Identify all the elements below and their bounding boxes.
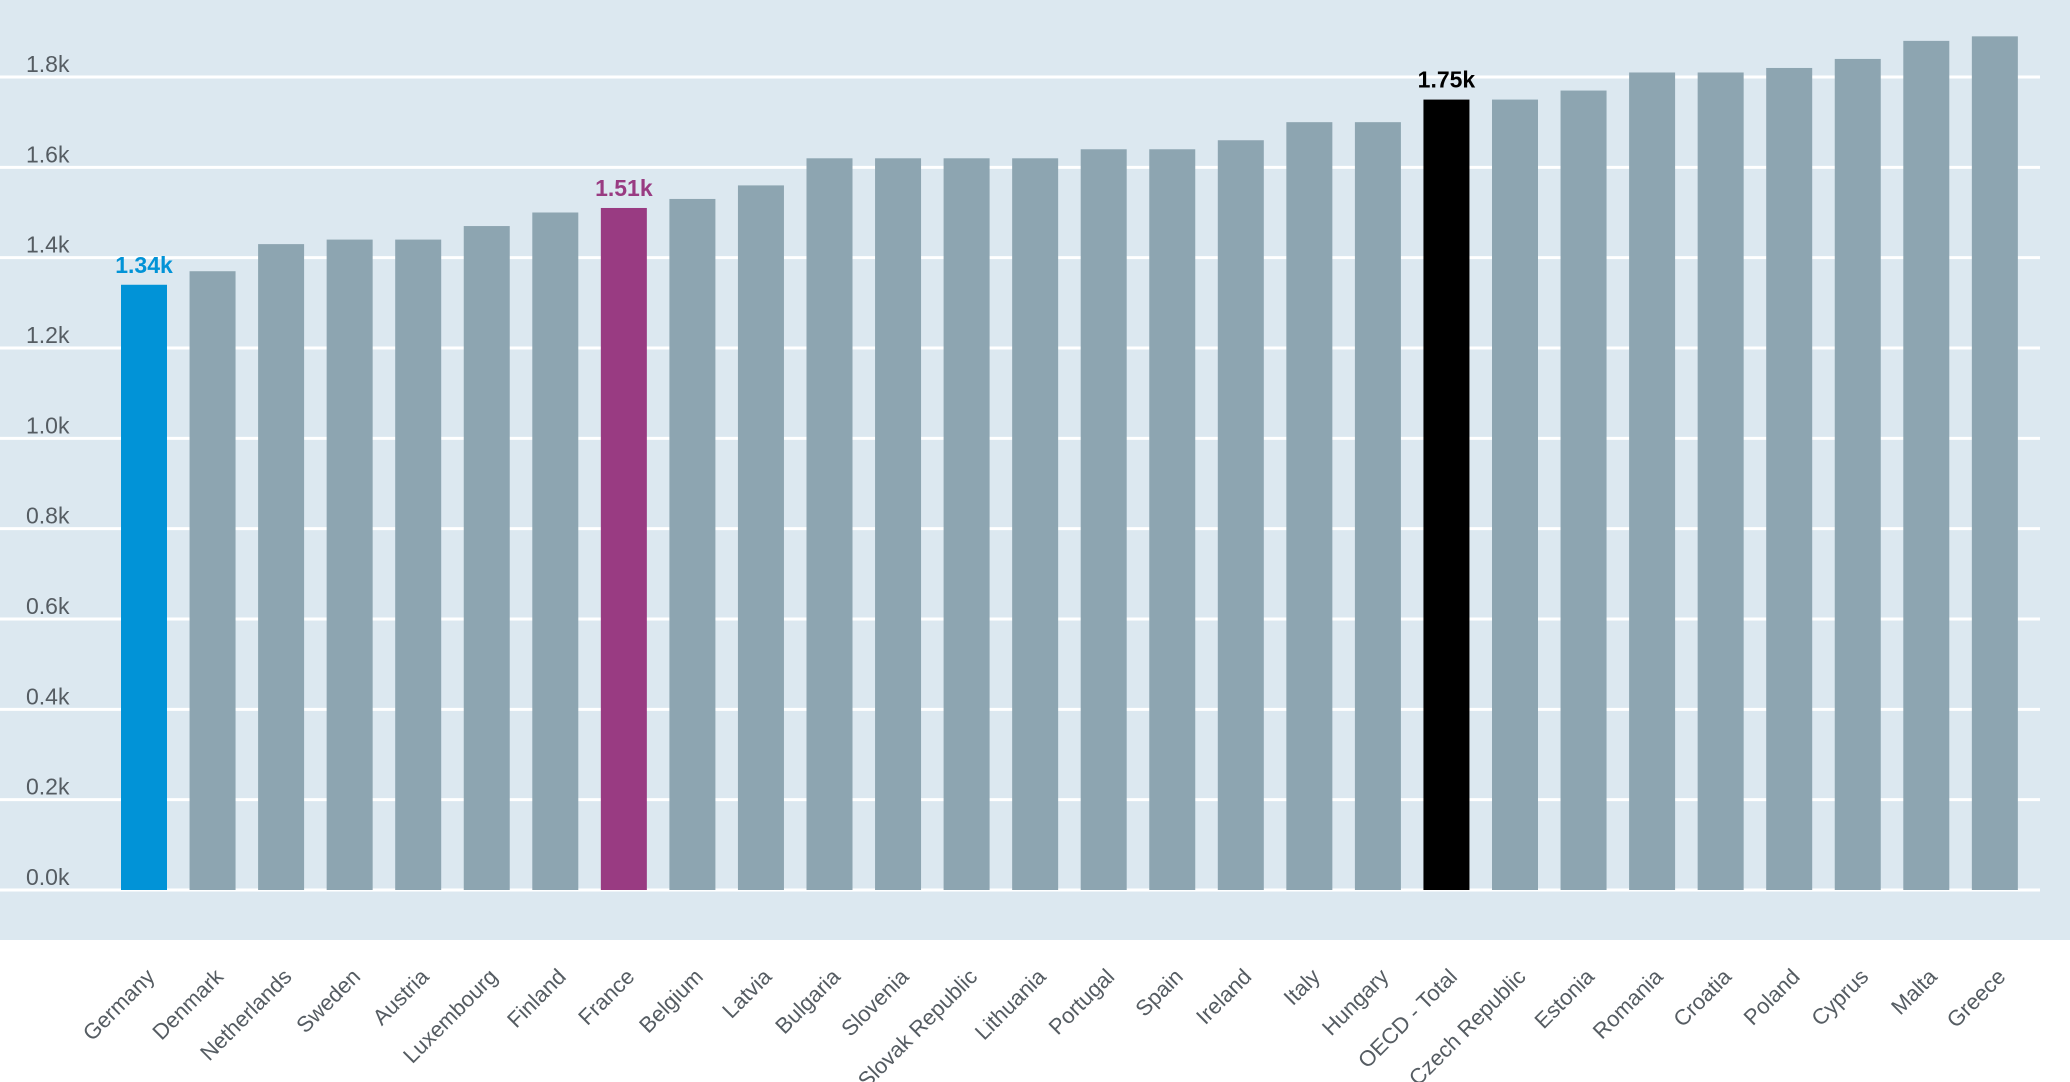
- bar-bulgaria: [806, 158, 853, 891]
- bar-germany: [121, 284, 167, 890]
- data-label-germany: 1.34k: [115, 252, 173, 278]
- bar-croatia: [1697, 72, 1744, 890]
- x-category-label: Bulgaria: [770, 963, 845, 1038]
- bar-sweden: [326, 239, 373, 891]
- x-category-label: Latvia: [717, 963, 777, 1023]
- x-category-label: Estonia: [1530, 963, 1600, 1033]
- y-tick-label: 1.6k: [26, 141, 70, 167]
- bar-estonia: [1560, 90, 1607, 891]
- bar-austria: [395, 239, 442, 891]
- bar-latvia: [737, 185, 784, 890]
- y-axis-ticks: 0.0k 0.2k 0.4k 0.6k 0.8k 1.0k 1.2k 1.4k 1.6k 1.8k: [26, 51, 70, 890]
- bar-czech-republic: [1492, 99, 1538, 891]
- data-labels: 1.34k 1.51k 1.75k: [115, 67, 1475, 278]
- x-category-label: Portugal: [1044, 964, 1120, 1040]
- y-tick-label: 0.2k: [26, 774, 70, 800]
- x-category-label: Poland: [1739, 964, 1805, 1030]
- y-tick-label: 0.4k: [26, 683, 70, 709]
- x-category-label: Sweden: [291, 964, 365, 1038]
- x-category-label: Czech Republic: [1404, 964, 1531, 1082]
- bar-belgium: [669, 198, 716, 890]
- bar-denmark: [189, 271, 236, 890]
- y-tick-label: 1.0k: [26, 412, 70, 438]
- x-category-label: Romania: [1588, 963, 1668, 1043]
- x-category-label: Ireland: [1191, 964, 1256, 1029]
- bar-slovenia: [875, 158, 922, 891]
- bar-ireland: [1217, 140, 1264, 890]
- bar-oecd-total: [1423, 99, 1470, 891]
- x-category-label: Italy: [1279, 964, 1325, 1010]
- bars: [121, 36, 2018, 891]
- y-tick-label: 1.2k: [26, 322, 70, 348]
- y-tick-label: 0.0k: [26, 864, 70, 890]
- bar-italy: [1286, 122, 1333, 890]
- bar-netherlands: [258, 244, 305, 890]
- x-category-label: Croatia: [1668, 963, 1736, 1031]
- x-category-label: Malta: [1886, 963, 1942, 1019]
- bar-cyprus: [1834, 58, 1881, 890]
- bar-romania: [1629, 72, 1676, 890]
- data-label-oecd-total: 1.75k: [1418, 67, 1476, 93]
- bar-hungary: [1354, 122, 1401, 890]
- bar-greece: [1971, 36, 2018, 891]
- bar-finland: [532, 212, 579, 890]
- x-category-label: Finland: [502, 964, 571, 1033]
- y-tick-label: 1.4k: [26, 232, 70, 258]
- bar-portugal: [1080, 149, 1127, 890]
- data-label-france: 1.51k: [595, 175, 653, 201]
- x-category-label: Austria: [368, 963, 435, 1030]
- bar-spain: [1149, 149, 1196, 890]
- bar-france: [600, 207, 647, 890]
- bar-luxembourg: [463, 226, 510, 891]
- bar-slovak-republic: [943, 158, 990, 891]
- x-category-label: Spain: [1130, 964, 1187, 1021]
- x-category-label: Lithuania: [970, 963, 1051, 1044]
- bar-poland: [1766, 67, 1813, 890]
- x-category-label: Germany: [78, 964, 160, 1046]
- bar-lithuania: [1012, 158, 1059, 891]
- y-tick-label: 0.6k: [26, 593, 70, 619]
- y-tick-label: 1.8k: [26, 51, 70, 77]
- x-category-label: France: [573, 964, 639, 1030]
- bar-malta: [1903, 40, 1950, 891]
- y-tick-label: 0.8k: [26, 503, 70, 529]
- x-category-label: Greece: [1942, 964, 2011, 1033]
- x-category-label: Slovak Republic: [853, 964, 982, 1082]
- x-category-label: Belgium: [634, 964, 708, 1038]
- x-category-label: Cyprus: [1806, 964, 1873, 1031]
